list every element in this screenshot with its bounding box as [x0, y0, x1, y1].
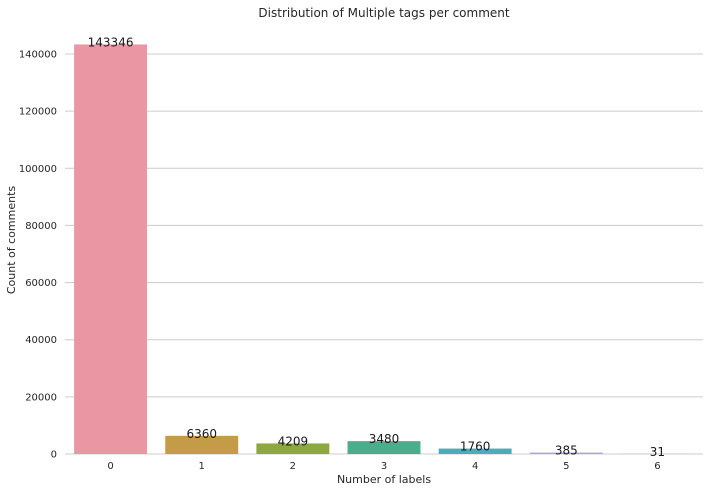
- bar: [165, 435, 239, 454]
- data-label: 6360: [186, 427, 217, 441]
- y-tick-label: 20000: [25, 392, 57, 403]
- x-tick-label: 1: [199, 461, 205, 472]
- y-tick-label: 40000: [25, 335, 57, 346]
- y-tick-label: 0: [51, 450, 57, 461]
- data-label: 1760: [460, 440, 491, 454]
- data-label: 143346: [88, 35, 134, 49]
- y-tick-label: 100000: [19, 164, 57, 175]
- bar: [529, 452, 603, 454]
- bars: [74, 44, 694, 454]
- x-tick-label: 6: [654, 461, 660, 472]
- bar: [438, 448, 512, 454]
- x-tick-labels: 0 1 2 3 4 5 6: [107, 461, 660, 472]
- bar: [74, 44, 148, 454]
- x-tick-label: 0: [107, 461, 113, 472]
- y-axis-label: Count of comments: [5, 186, 18, 295]
- y-tick-label: 80000: [25, 221, 57, 232]
- x-tick-label: 2: [290, 461, 296, 472]
- x-axis-label: Number of labels: [337, 473, 431, 486]
- x-tick-label: 4: [472, 461, 478, 472]
- y-tick-labels: 0 20000 40000 60000 80000 100000 120000 140000: [19, 50, 57, 461]
- data-label: 3480: [369, 432, 400, 446]
- y-tick-label: 60000: [25, 278, 57, 289]
- chart-title: Distribution of Multiple tags per commen…: [258, 6, 509, 20]
- data-label: 4209: [278, 434, 309, 448]
- data-labels: 143346 6360 4209 3480 1760 385 31: [88, 35, 665, 458]
- data-label: 385: [555, 444, 578, 458]
- bar: [256, 443, 330, 454]
- y-tick-label: 120000: [19, 107, 57, 118]
- data-label: 31: [650, 445, 665, 459]
- x-tick-label: 5: [563, 461, 569, 472]
- y-tick-label: 140000: [19, 50, 57, 61]
- x-tick-label: 3: [381, 461, 387, 472]
- bar: [347, 441, 421, 454]
